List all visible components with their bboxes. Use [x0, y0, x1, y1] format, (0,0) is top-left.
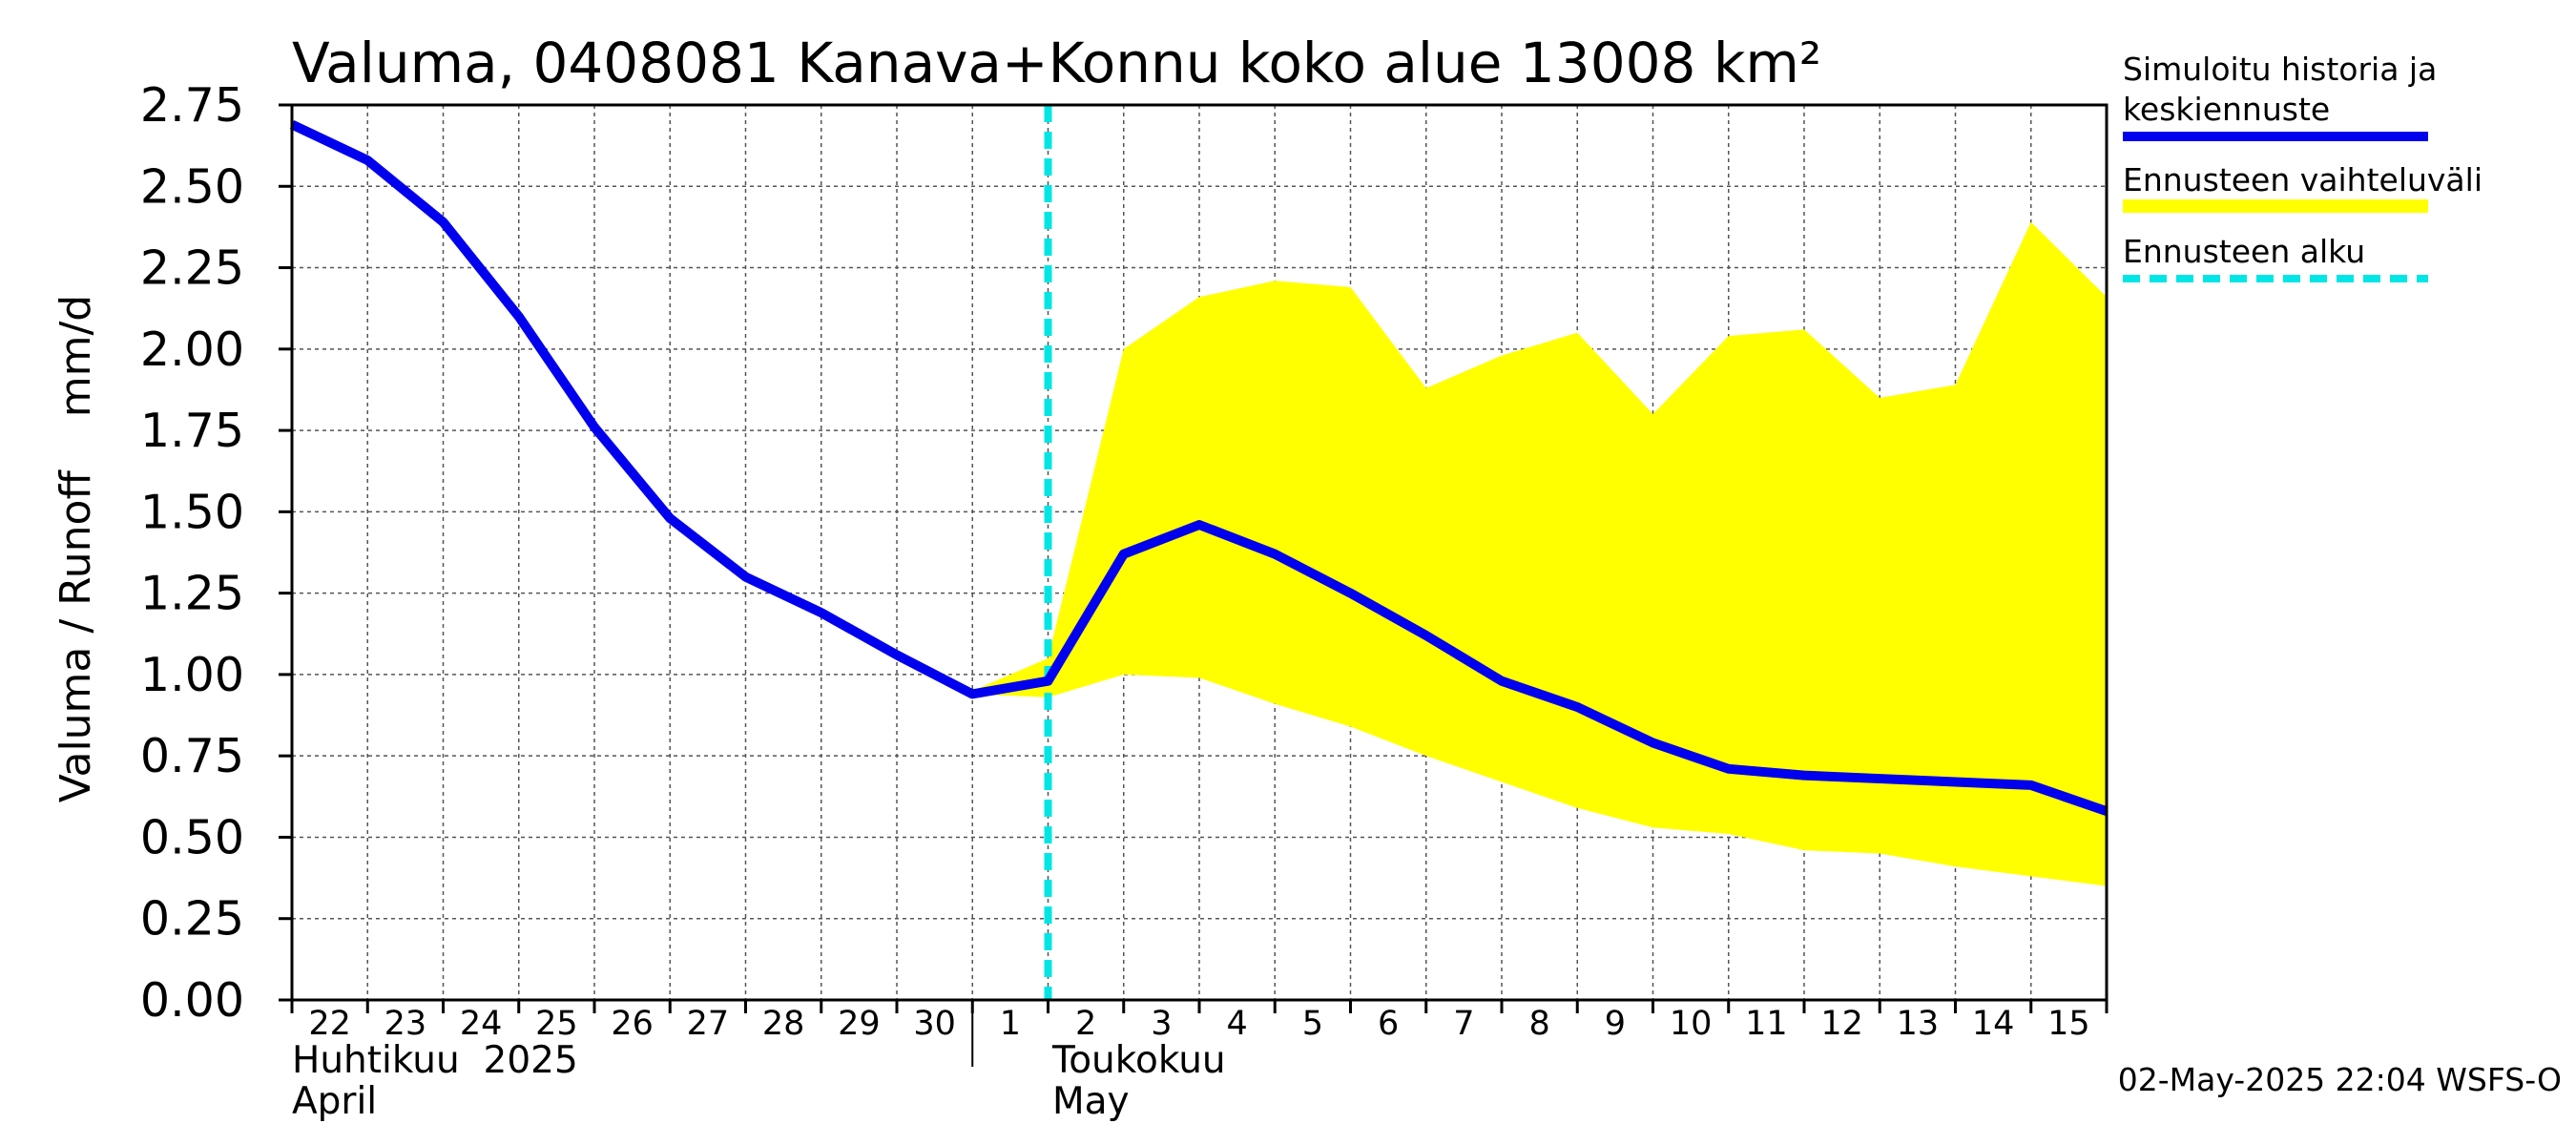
x-tick-label: 7: [1453, 1005, 1474, 1043]
month-label-april-line2: April: [292, 1080, 377, 1123]
x-tick-label: 15: [2047, 1005, 2090, 1043]
data-point: [1424, 634, 1428, 637]
data-point: [895, 653, 899, 656]
month-label-may-line1: Toukokuu: [1051, 1039, 1226, 1082]
data-point: [1727, 767, 1731, 771]
legend-label-band: Ennusteen vaihteluväli: [2123, 161, 2483, 198]
x-axis-ticks: 22 23 24 25 26 27 28 29 30 1 2 3 4 5 6 7 8 9 10 11 12 13 14 15: [290, 1000, 2109, 1067]
month-label-april-line1: Huhtikuu 2025: [292, 1039, 578, 1082]
y-axis-label: Valuma / Runoff mm/d: [52, 295, 100, 802]
x-tick-label: 11: [1745, 1005, 1788, 1043]
x-tick-label: 2: [1075, 1005, 1096, 1043]
x-tick-label: 28: [762, 1005, 805, 1043]
data-point: [1954, 780, 1957, 783]
y-tick-label: 1.00: [140, 648, 244, 702]
x-tick-label: 9: [1605, 1005, 1626, 1043]
x-tick-label: 4: [1226, 1005, 1247, 1043]
y-tick-label: 0.25: [140, 892, 244, 947]
legend-label-forecast-start: Ennusteen alku: [2123, 233, 2365, 270]
x-tick-label: 14: [1972, 1005, 2015, 1043]
chart-title: Valuma, 0408081 Kanava+Konnu koko alue 1…: [292, 31, 1821, 95]
x-tick-label: 27: [687, 1005, 730, 1043]
month-label-may-line2: May: [1052, 1080, 1130, 1123]
legend: Simuloitu historia ja keskiennuste Ennus…: [2123, 51, 2483, 282]
x-tick-label: 12: [1820, 1005, 1863, 1043]
data-point: [442, 220, 445, 224]
data-point: [668, 516, 672, 520]
y-tick-label: 0.00: [140, 973, 244, 1028]
month-labels: Huhtikuu 2025 April Toukokuu May: [292, 1039, 1226, 1123]
data-point: [2029, 783, 2033, 787]
x-tick-label: 6: [1378, 1005, 1399, 1043]
legend-label-series-line2: keskiennuste: [2123, 91, 2330, 128]
data-point: [1122, 552, 1126, 556]
x-tick-label: 26: [611, 1005, 654, 1043]
data-point: [517, 315, 521, 319]
x-tick-label: 13: [1897, 1005, 1940, 1043]
x-tick-label: 30: [913, 1005, 956, 1043]
y-tick-label: 2.75: [140, 78, 244, 133]
x-tick-label: 3: [1151, 1005, 1172, 1043]
data-point: [1500, 679, 1504, 683]
y-tick-label: 1.75: [140, 404, 244, 458]
x-tick-label: 22: [308, 1005, 351, 1043]
data-point: [1575, 705, 1579, 709]
x-tick-label: 25: [535, 1005, 578, 1043]
timestamp-footer: 02-May-2025 22:04 WSFS-O: [2118, 1061, 2562, 1098]
y-tick-label: 1.50: [140, 485, 244, 539]
forecast-range-band-group: [972, 221, 2107, 886]
x-tick-label: 10: [1670, 1005, 1713, 1043]
data-point: [1652, 741, 1654, 745]
data-point: [820, 611, 823, 614]
data-point: [1878, 777, 1881, 781]
data-point: [365, 158, 369, 162]
legend-label-series-line1: Simuloitu historia ja: [2123, 51, 2437, 88]
y-tick-label: 2.25: [140, 241, 244, 296]
y-tick-label: 1.25: [140, 567, 244, 621]
data-point: [1273, 552, 1277, 556]
forecast-range-band: [972, 221, 2107, 886]
data-point: [1802, 774, 1806, 778]
data-point: [1047, 679, 1049, 683]
y-tick-label: 0.75: [140, 729, 244, 783]
y-axis-ticks: 0.00 0.25 0.50 0.75 1.00 1.25 1.50 1.75 2.00 2.25…: [140, 78, 292, 1028]
data-point: [744, 575, 747, 579]
x-tick-label: 1: [1000, 1005, 1021, 1043]
data-point: [970, 692, 974, 696]
y-tick-label: 2.50: [140, 159, 244, 214]
x-tick-label: 29: [838, 1005, 881, 1043]
y-tick-label: 0.50: [140, 810, 244, 864]
data-point: [592, 426, 596, 429]
x-tick-label: 5: [1302, 1005, 1323, 1043]
data-point: [1349, 592, 1352, 595]
x-tick-label: 8: [1528, 1005, 1549, 1043]
x-tick-label: 23: [384, 1005, 427, 1043]
data-point: [1197, 523, 1201, 527]
series-group: [289, 119, 2109, 816]
y-tick-label: 2.00: [140, 323, 244, 377]
x-tick-label: 24: [460, 1005, 503, 1043]
